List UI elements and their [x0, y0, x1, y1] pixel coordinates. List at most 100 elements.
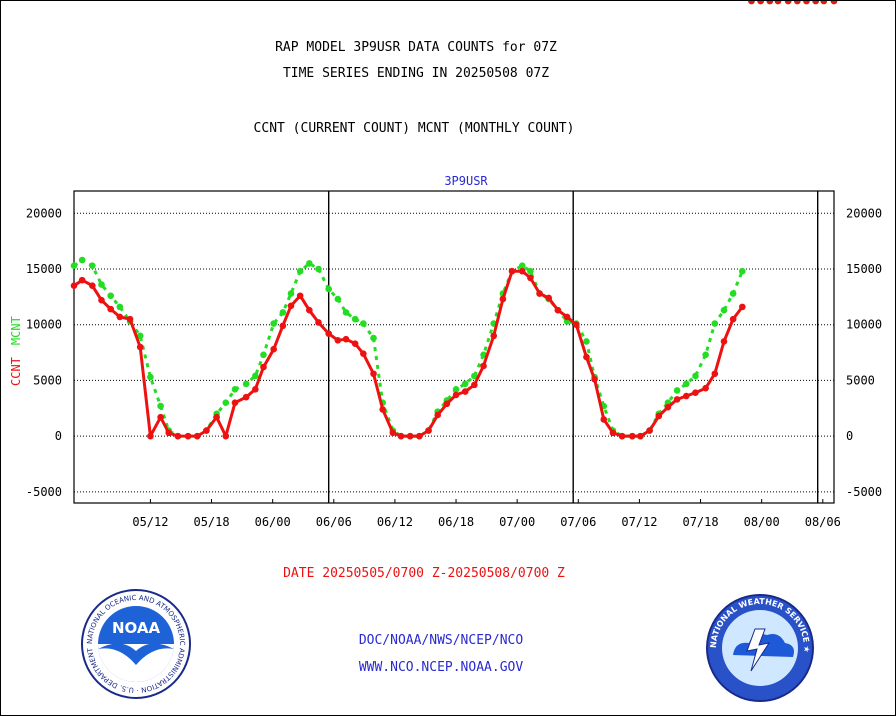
- series-line-mcnt: [73, 258, 744, 438]
- data-point-mcnt: [157, 402, 164, 410]
- data-point-ccnt: [174, 432, 182, 440]
- data-point-mcnt: [70, 262, 78, 269]
- data-point-ccnt: [739, 303, 746, 311]
- y-axis-label: CCNTMCNT: [9, 316, 23, 386]
- data-point-ccnt: [518, 267, 526, 275]
- x-tick-label: 05/12: [132, 515, 168, 529]
- data-point-ccnt: [70, 282, 78, 290]
- data-point-ccnt: [664, 403, 672, 411]
- data-point-mcnt: [260, 351, 267, 359]
- x-tick-label: 08/00: [744, 515, 780, 529]
- y-tick-label-left: 15000: [26, 262, 62, 276]
- chart-title-line2: TIME SERIES ENDING IN 20250508 07Z: [282, 66, 550, 81]
- data-point-ccnt: [803, 1, 810, 5]
- data-point-ccnt: [655, 412, 663, 420]
- data-point-ccnt: [572, 321, 580, 329]
- data-point-mcnt: [136, 332, 144, 340]
- data-point-ccnt: [89, 282, 96, 290]
- data-point-ccnt: [397, 432, 405, 440]
- data-point-ccnt: [287, 302, 295, 310]
- x-tick-label: 07/12: [621, 515, 657, 529]
- data-point-mcnt: [270, 320, 277, 327]
- y-tick-label-right: 5000: [846, 373, 875, 387]
- website-link[interactable]: WWW.NCO.NCEP.NOAA.GOV: [358, 660, 524, 675]
- data-point-ccnt: [203, 427, 210, 434]
- data-point-ccnt: [757, 1, 764, 5]
- data-point-mcnt: [461, 380, 469, 388]
- data-point-ccnt: [784, 1, 792, 5]
- data-point-ccnt: [260, 363, 267, 371]
- data-point-ccnt: [480, 362, 487, 370]
- data-point-ccnt: [389, 429, 397, 437]
- data-point-mcnt: [702, 351, 709, 359]
- data-point-ccnt: [379, 406, 386, 413]
- data-point-mcnt: [452, 386, 460, 393]
- data-point-ccnt: [471, 381, 478, 389]
- data-point-mcnt: [78, 256, 86, 264]
- noaa-logo-text: NOAA: [112, 619, 161, 637]
- data-point-ccnt: [222, 432, 230, 440]
- data-point-ccnt: [609, 429, 617, 437]
- plot-area: [73, 190, 835, 504]
- data-point-ccnt: [306, 306, 313, 314]
- x-tick-label: 07/06: [560, 515, 596, 529]
- data-point-ccnt: [98, 296, 105, 304]
- data-point-mcnt: [673, 387, 681, 394]
- data-point-mcnt: [471, 372, 478, 380]
- org-text: DOC/NOAA/NWS/NCEP/NCO: [358, 633, 524, 648]
- data-point-ccnt: [766, 1, 774, 5]
- chart-plot: -5000 -5000 0 0 5000 5000 10000 10000 15000 15000…: [9, 1, 882, 529]
- data-point-ccnt: [157, 413, 164, 421]
- data-point-ccnt: [351, 340, 359, 347]
- data-point-ccnt: [536, 290, 543, 297]
- data-point-mcnt: [315, 265, 322, 273]
- data-point-ccnt: [213, 413, 220, 421]
- data-point-ccnt: [720, 338, 728, 345]
- data-point-ccnt: [692, 389, 699, 396]
- y-tick-label-right: -5000: [846, 485, 882, 499]
- data-point-ccnt: [193, 432, 201, 440]
- x-tick-label: 06/06: [316, 515, 352, 529]
- data-point-mcnt: [370, 334, 377, 342]
- data-point-mcnt: [325, 285, 332, 293]
- data-point-mcnt: [98, 281, 105, 288]
- data-point-mcnt: [518, 262, 526, 269]
- x-tick-label: 06/18: [438, 515, 474, 529]
- data-point-ccnt: [748, 1, 755, 5]
- data-point-ccnt: [406, 432, 414, 440]
- data-point-ccnt: [591, 376, 598, 383]
- plot-title: 3P9USR: [444, 174, 488, 188]
- data-point-ccnt: [682, 392, 690, 400]
- data-point-mcnt: [147, 373, 154, 381]
- chart-title-line3: CCNT (CURRENT COUNT) MCNT (MONTHLY COUNT…: [253, 121, 575, 136]
- data-point-mcnt: [242, 380, 250, 388]
- data-point-ccnt: [702, 384, 709, 392]
- data-point-ccnt: [279, 322, 287, 330]
- data-point-ccnt: [499, 295, 507, 303]
- y-tick-label-left: 10000: [26, 318, 62, 332]
- y-tick-label-right: 10000: [846, 318, 882, 332]
- data-point-mcnt: [360, 320, 367, 327]
- data-point-ccnt: [425, 427, 432, 434]
- data-point-ccnt: [434, 411, 441, 419]
- data-point-ccnt: [545, 294, 553, 302]
- data-point-ccnt: [252, 386, 259, 393]
- data-point-ccnt: [637, 432, 644, 440]
- x-tick-label: 05/18: [193, 515, 229, 529]
- data-point-ccnt: [242, 393, 250, 401]
- data-point-mcnt: [107, 292, 114, 300]
- data-point-mcnt: [583, 338, 590, 345]
- data-point-ccnt: [342, 335, 350, 343]
- data-point-mcnt: [729, 290, 737, 297]
- data-point-mcnt: [334, 295, 342, 303]
- data-point-mcnt: [296, 267, 304, 275]
- y-tick-label-left: -5000: [26, 485, 62, 499]
- data-point-mcnt: [306, 260, 313, 267]
- data-point-ccnt: [452, 391, 460, 399]
- data-point-ccnt: [554, 306, 562, 314]
- data-point-ccnt: [370, 370, 377, 378]
- data-point-ccnt: [136, 343, 144, 351]
- data-point-mcnt: [231, 386, 239, 393]
- data-point-ccnt: [673, 396, 681, 403]
- data-point-ccnt: [184, 432, 192, 440]
